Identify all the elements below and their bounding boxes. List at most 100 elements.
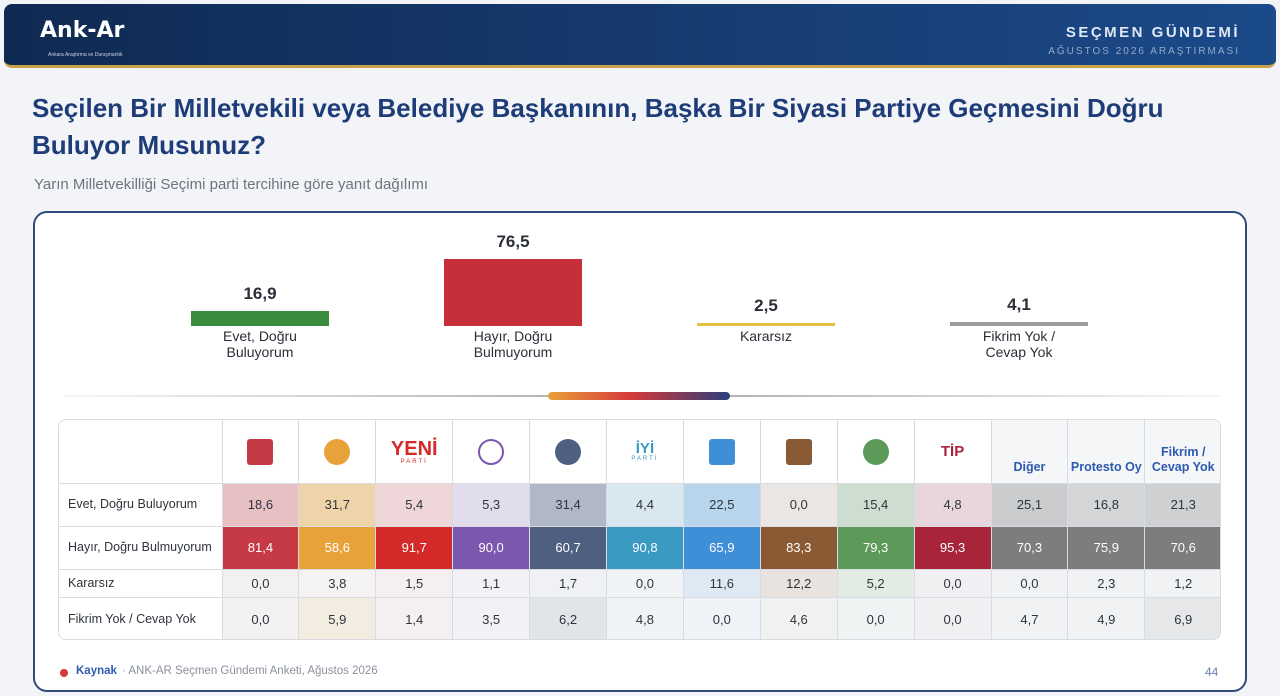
table-cell: 0,0 bbox=[222, 569, 299, 597]
grid-line-horizontal bbox=[59, 526, 1220, 527]
party-logo-cell bbox=[222, 420, 299, 483]
grid-line-vertical bbox=[221, 420, 223, 639]
row-label-kararsiz: Kararsız bbox=[59, 569, 222, 597]
chp-icon bbox=[247, 438, 274, 465]
table-cell: 6,9 bbox=[1144, 597, 1220, 639]
party-logo-cell: İYİ PARTİ bbox=[606, 420, 684, 483]
ak-parti-icon bbox=[324, 438, 351, 465]
table-cell: 58,6 bbox=[298, 526, 376, 569]
table-cell: 0,0 bbox=[837, 597, 914, 639]
table-cell: 75,9 bbox=[1067, 526, 1145, 569]
table-cell: 91,7 bbox=[375, 526, 453, 569]
table-cell: 11,6 bbox=[683, 569, 761, 597]
table-cell: 95,3 bbox=[914, 526, 991, 569]
bar-category-label: Fikrim Yok / Cevap Yok bbox=[982, 328, 1056, 360]
bar bbox=[444, 258, 582, 326]
party-logo-cell bbox=[298, 420, 376, 483]
party-logo-cell bbox=[529, 420, 607, 483]
table-cell: 31,4 bbox=[529, 483, 607, 526]
source-text: · ANK-AR Seçmen Gündemi Anketi, Ağustos … bbox=[122, 665, 378, 677]
party-breakdown-table: YENİ PARTİ İYİ PARTİ TİP Diğer Protesto Oy Fikr… bbox=[58, 419, 1221, 640]
bar-category-label: Kararsız bbox=[739, 328, 793, 344]
bar bbox=[950, 322, 1088, 326]
table-cell: 0,0 bbox=[683, 597, 760, 639]
bar bbox=[191, 311, 329, 326]
bar-value-label: 76,5 bbox=[496, 231, 530, 251]
grid-line-vertical bbox=[1144, 420, 1146, 639]
table-cell: 22,5 bbox=[683, 483, 761, 526]
zafer-partisi-icon bbox=[862, 438, 889, 465]
party-logo-cell bbox=[760, 420, 838, 483]
page-title: Seçilen Bir Milletvekili veya Belediye B… bbox=[32, 93, 1164, 160]
logo-subtext: PARTİ bbox=[400, 458, 428, 465]
column-header: Protesto Oy bbox=[1067, 420, 1145, 483]
grid-line-vertical bbox=[375, 420, 377, 639]
table-cell: 4,8 bbox=[607, 597, 684, 639]
table-cell: 4,4 bbox=[606, 483, 684, 526]
row-label-evet: Evet, Doğru Buluyorum bbox=[59, 483, 222, 526]
report-title: SEÇMEN GÜNDEMİ bbox=[1065, 24, 1240, 41]
grid-line-vertical bbox=[298, 420, 300, 639]
table-cell: 4,8 bbox=[914, 483, 991, 526]
table-cell: 16,8 bbox=[1067, 483, 1145, 526]
table-cell: 5,3 bbox=[452, 483, 530, 526]
source-bullet-icon bbox=[60, 669, 68, 677]
table-cell: 81,4 bbox=[222, 526, 299, 569]
report-subtitle: AĞUSTOS 2026 ARAŞTIRMASI bbox=[1048, 46, 1240, 57]
mhp-icon bbox=[555, 438, 582, 465]
grid-line-vertical bbox=[913, 420, 915, 639]
row-label-fikrim: Fikrim Yok / Cevap Yok bbox=[59, 597, 222, 639]
table-cell: 70,6 bbox=[1144, 526, 1220, 569]
page-number: 44 bbox=[1205, 665, 1219, 679]
table-cell: 5,9 bbox=[298, 597, 376, 639]
bar-category-label: Hayır, Doğru Bulmuyorum bbox=[473, 328, 553, 360]
source-label: Kaynak bbox=[76, 665, 117, 677]
table-cell: 25,1 bbox=[991, 483, 1068, 526]
yeniden-refah-icon bbox=[785, 438, 812, 465]
grid-line-vertical bbox=[682, 420, 684, 639]
table-cell: 65,9 bbox=[683, 526, 761, 569]
table-cell: 0,0 bbox=[914, 597, 991, 639]
party-logo-cell bbox=[683, 420, 761, 483]
grid-line-vertical bbox=[529, 420, 531, 639]
party-logo-cell bbox=[837, 420, 915, 483]
divider-accent bbox=[548, 392, 730, 400]
logo-text: TİP bbox=[940, 443, 965, 460]
bar-value-label: 2,5 bbox=[754, 296, 778, 315]
yeni-parti-icon: YENİ PARTİ bbox=[391, 439, 438, 465]
logo-text: YENİ bbox=[390, 437, 438, 460]
table-cell: 90,0 bbox=[452, 526, 530, 569]
logo-subtext: PARTİ bbox=[631, 456, 659, 462]
party-logo-cell: TİP bbox=[914, 420, 991, 483]
party-logo-cell: YENİ PARTİ bbox=[375, 420, 453, 483]
header-banner: Ank-Ar Ankara Araştırma ve Danışmanlık S… bbox=[4, 4, 1276, 68]
table-cell: 31,7 bbox=[298, 483, 376, 526]
table-cell: 18,6 bbox=[222, 483, 299, 526]
table-cell: 0,0 bbox=[607, 569, 684, 597]
table-cell: 0,0 bbox=[914, 569, 991, 597]
bar bbox=[697, 323, 835, 326]
tip-icon: TİP bbox=[941, 444, 964, 459]
table-cell: 5,4 bbox=[375, 483, 453, 526]
table-cell: 2,3 bbox=[1068, 569, 1145, 597]
column-header: Diğer bbox=[991, 420, 1068, 483]
grid-line-vertical bbox=[990, 420, 992, 639]
bar-category-label: Evet, Doğru Buluyorum bbox=[223, 328, 297, 360]
iyi-parti-icon: İYİ PARTİ bbox=[631, 441, 658, 462]
brand-tagline: Ankara Araştırma ve Danışmanlık bbox=[48, 52, 123, 58]
table-cell: 1,2 bbox=[1145, 569, 1220, 597]
table-cell: 4,6 bbox=[760, 597, 837, 639]
table-cell: 12,2 bbox=[760, 569, 838, 597]
table-cell: 0,0 bbox=[222, 597, 299, 639]
table-cell: 90,8 bbox=[606, 526, 684, 569]
bar-value-label: 4,1 bbox=[1007, 295, 1031, 315]
table-cell: 0,0 bbox=[760, 483, 838, 526]
table-cell: 1,1 bbox=[453, 569, 530, 597]
table-cell: 4,9 bbox=[1068, 597, 1145, 639]
table-cell: 1,4 bbox=[376, 597, 453, 639]
grid-line-vertical bbox=[759, 420, 761, 639]
grid-line-vertical bbox=[452, 420, 454, 639]
column-header: Fikrim / Cevap Yok bbox=[1144, 420, 1220, 483]
table-cell: 70,3 bbox=[991, 526, 1068, 569]
grid-line-horizontal bbox=[59, 569, 1220, 570]
